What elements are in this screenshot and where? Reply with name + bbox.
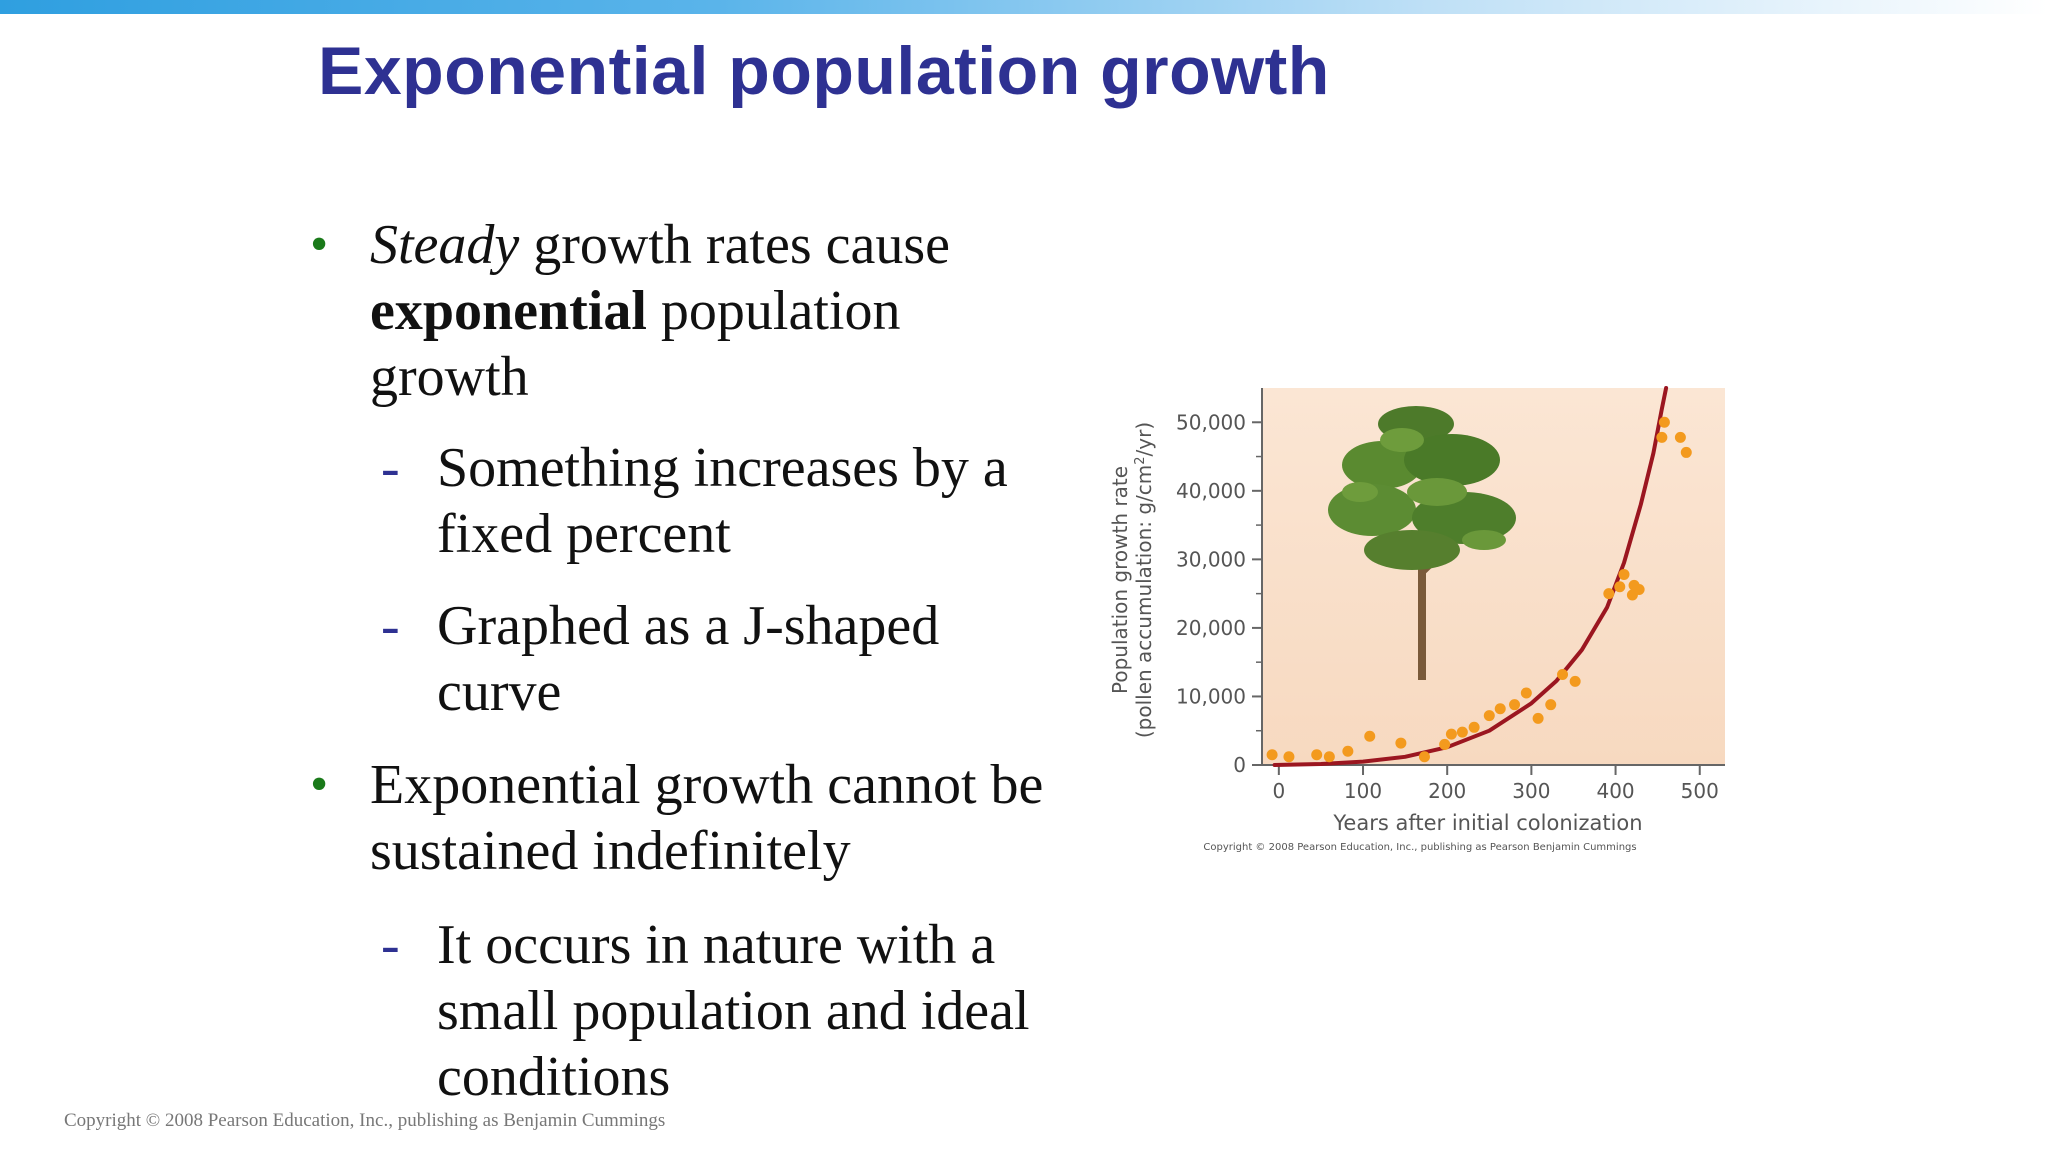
y-axis-label: Population growth rate bbox=[1108, 466, 1132, 694]
data-point bbox=[1603, 588, 1615, 600]
exponential-curve bbox=[1272, 386, 1669, 767]
data-point bbox=[1618, 568, 1630, 580]
data-point bbox=[1656, 431, 1668, 443]
dash-marker: - bbox=[381, 914, 400, 976]
y-tick-label: 0 bbox=[1233, 753, 1246, 777]
bullet-text: fixed percent bbox=[437, 503, 731, 565]
y-axis-label-units: (pollen accumulation: g/cm2/yr) bbox=[1132, 422, 1156, 738]
emphasis-steady: Steady bbox=[370, 214, 520, 276]
y-tick-label: 40,000 bbox=[1176, 479, 1246, 503]
data-point bbox=[1342, 745, 1354, 757]
x-axis-label: Years after initial colonization bbox=[1332, 811, 1642, 835]
dash-marker: - bbox=[381, 595, 400, 657]
slide-title: Exponential population growth bbox=[318, 33, 1330, 109]
y-tick-label: 20,000 bbox=[1176, 616, 1246, 640]
bullet-marker: • bbox=[310, 216, 329, 273]
data-point bbox=[1445, 728, 1457, 740]
x-tick-label: 400 bbox=[1596, 779, 1634, 803]
bullet-steady-growth: • Steady growth rates cause exponential … bbox=[310, 212, 950, 410]
data-point bbox=[1311, 749, 1323, 761]
subbullet-j-shaped: - Graphed as a J-shaped curve bbox=[381, 593, 940, 725]
subbullet-nature: - It occurs in nature with a small popul… bbox=[381, 912, 1030, 1110]
slide-copyright: Copyright © 2008 Pearson Education, Inc.… bbox=[64, 1110, 666, 1131]
x-tick-label: 100 bbox=[1344, 779, 1382, 803]
population-growth-chart: 0 10,000 20,000 30,000 40,000 50,000 0 100 200 3… bbox=[1108, 386, 1725, 853]
data-point bbox=[1418, 751, 1430, 763]
bullet-text: small population and ideal bbox=[437, 980, 1030, 1042]
bullet-text: sustained indefinitely bbox=[370, 820, 851, 882]
bullet-text: curve bbox=[437, 661, 562, 723]
x-tick-label: 500 bbox=[1681, 779, 1719, 803]
data-point bbox=[1395, 737, 1407, 749]
data-point bbox=[1483, 710, 1495, 722]
data-point bbox=[1545, 699, 1557, 711]
bullet-text: population bbox=[646, 280, 901, 342]
x-tick-label: 0 bbox=[1272, 779, 1285, 803]
data-point bbox=[1557, 669, 1569, 681]
bullet-text: Exponential growth cannot be bbox=[370, 754, 1044, 816]
dash-marker: - bbox=[381, 437, 400, 499]
data-point bbox=[1614, 581, 1626, 593]
y-tick-label: 30,000 bbox=[1176, 547, 1246, 571]
bullet-not-sustained: • Exponential growth cannot be sustained… bbox=[310, 752, 1044, 884]
bullet-text: growth bbox=[370, 346, 529, 408]
x-tick-label: 200 bbox=[1428, 779, 1466, 803]
y-tick-label: 50,000 bbox=[1176, 410, 1246, 434]
data-point bbox=[1633, 584, 1645, 596]
data-point bbox=[1283, 751, 1295, 763]
data-point bbox=[1680, 446, 1692, 458]
bullet-text: Something increases by a bbox=[437, 437, 1008, 499]
emphasis-exponential: exponential bbox=[370, 280, 647, 342]
data-point bbox=[1468, 721, 1480, 733]
data-point bbox=[1658, 416, 1670, 428]
data-point bbox=[1266, 749, 1278, 761]
data-point bbox=[1494, 703, 1506, 715]
data-point bbox=[1439, 738, 1451, 750]
data-point bbox=[1456, 726, 1468, 738]
bullet-text: It occurs in nature with a bbox=[437, 914, 996, 976]
data-point bbox=[1509, 699, 1521, 711]
data-point bbox=[1674, 431, 1686, 443]
subbullet-fixed-percent: - Something increases by a fixed percent bbox=[381, 435, 1008, 567]
bullet-marker: • bbox=[310, 756, 329, 813]
x-tick-label: 300 bbox=[1512, 779, 1550, 803]
data-point bbox=[1532, 712, 1544, 724]
pine-tree-illustration bbox=[1328, 406, 1516, 680]
bullet-text: Graphed as a J-shaped bbox=[437, 595, 940, 657]
y-tick-label: 10,000 bbox=[1176, 684, 1246, 708]
bullet-text: conditions bbox=[437, 1046, 671, 1108]
bullet-text: growth rates cause bbox=[519, 214, 950, 276]
chart-copyright: Copyright © 2008 Pearson Education, Inc.… bbox=[1203, 842, 1636, 853]
top-accent-bar bbox=[0, 0, 2048, 14]
data-point bbox=[1323, 751, 1335, 763]
data-point bbox=[1364, 730, 1376, 742]
data-point bbox=[1569, 675, 1581, 687]
data-point bbox=[1520, 687, 1532, 699]
